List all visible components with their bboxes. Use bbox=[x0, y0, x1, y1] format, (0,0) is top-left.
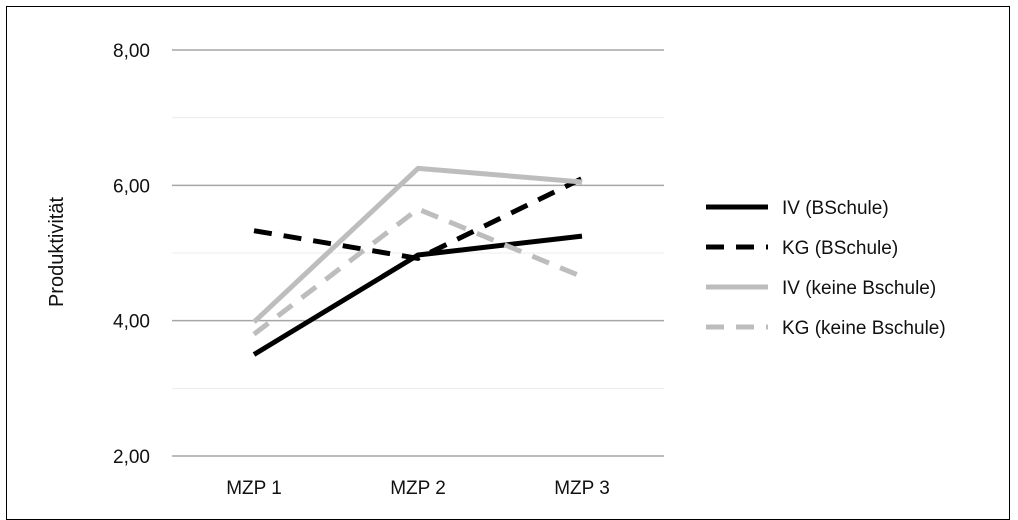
x-tick-label: MZP 3 bbox=[554, 478, 610, 499]
legend-label: IV (keine Bschule) bbox=[782, 278, 936, 299]
legend-label: KG (BSchule) bbox=[782, 238, 898, 259]
series-line bbox=[252, 206, 583, 337]
y-tick-label: 2,00 bbox=[113, 447, 150, 468]
series-line bbox=[253, 176, 584, 261]
x-tick-label: MZP 1 bbox=[226, 478, 282, 499]
legend-label: IV (BSchule) bbox=[782, 198, 889, 219]
y-axis-label: Produktivität bbox=[46, 197, 68, 307]
y-axis-ticks: 2,00 4,00 6,00 8,00 bbox=[113, 41, 150, 468]
y-tick-label: 6,00 bbox=[113, 176, 150, 197]
legend-label: KG (keine Bschule) bbox=[782, 318, 946, 339]
legend: IV (BSchule) KG (BSchule) IV (keine Bschul… bbox=[706, 198, 946, 339]
chart-frame bbox=[6, 6, 1010, 520]
series-line bbox=[252, 233, 583, 357]
series-line bbox=[252, 165, 583, 324]
y-tick-label: 8,00 bbox=[113, 41, 150, 62]
x-axis-ticks: MZP 1 MZP 2 MZP 3 bbox=[226, 478, 610, 499]
y-tick-label: 4,00 bbox=[113, 312, 150, 333]
x-tick-label: MZP 2 bbox=[390, 478, 446, 499]
series-layer bbox=[252, 165, 584, 357]
